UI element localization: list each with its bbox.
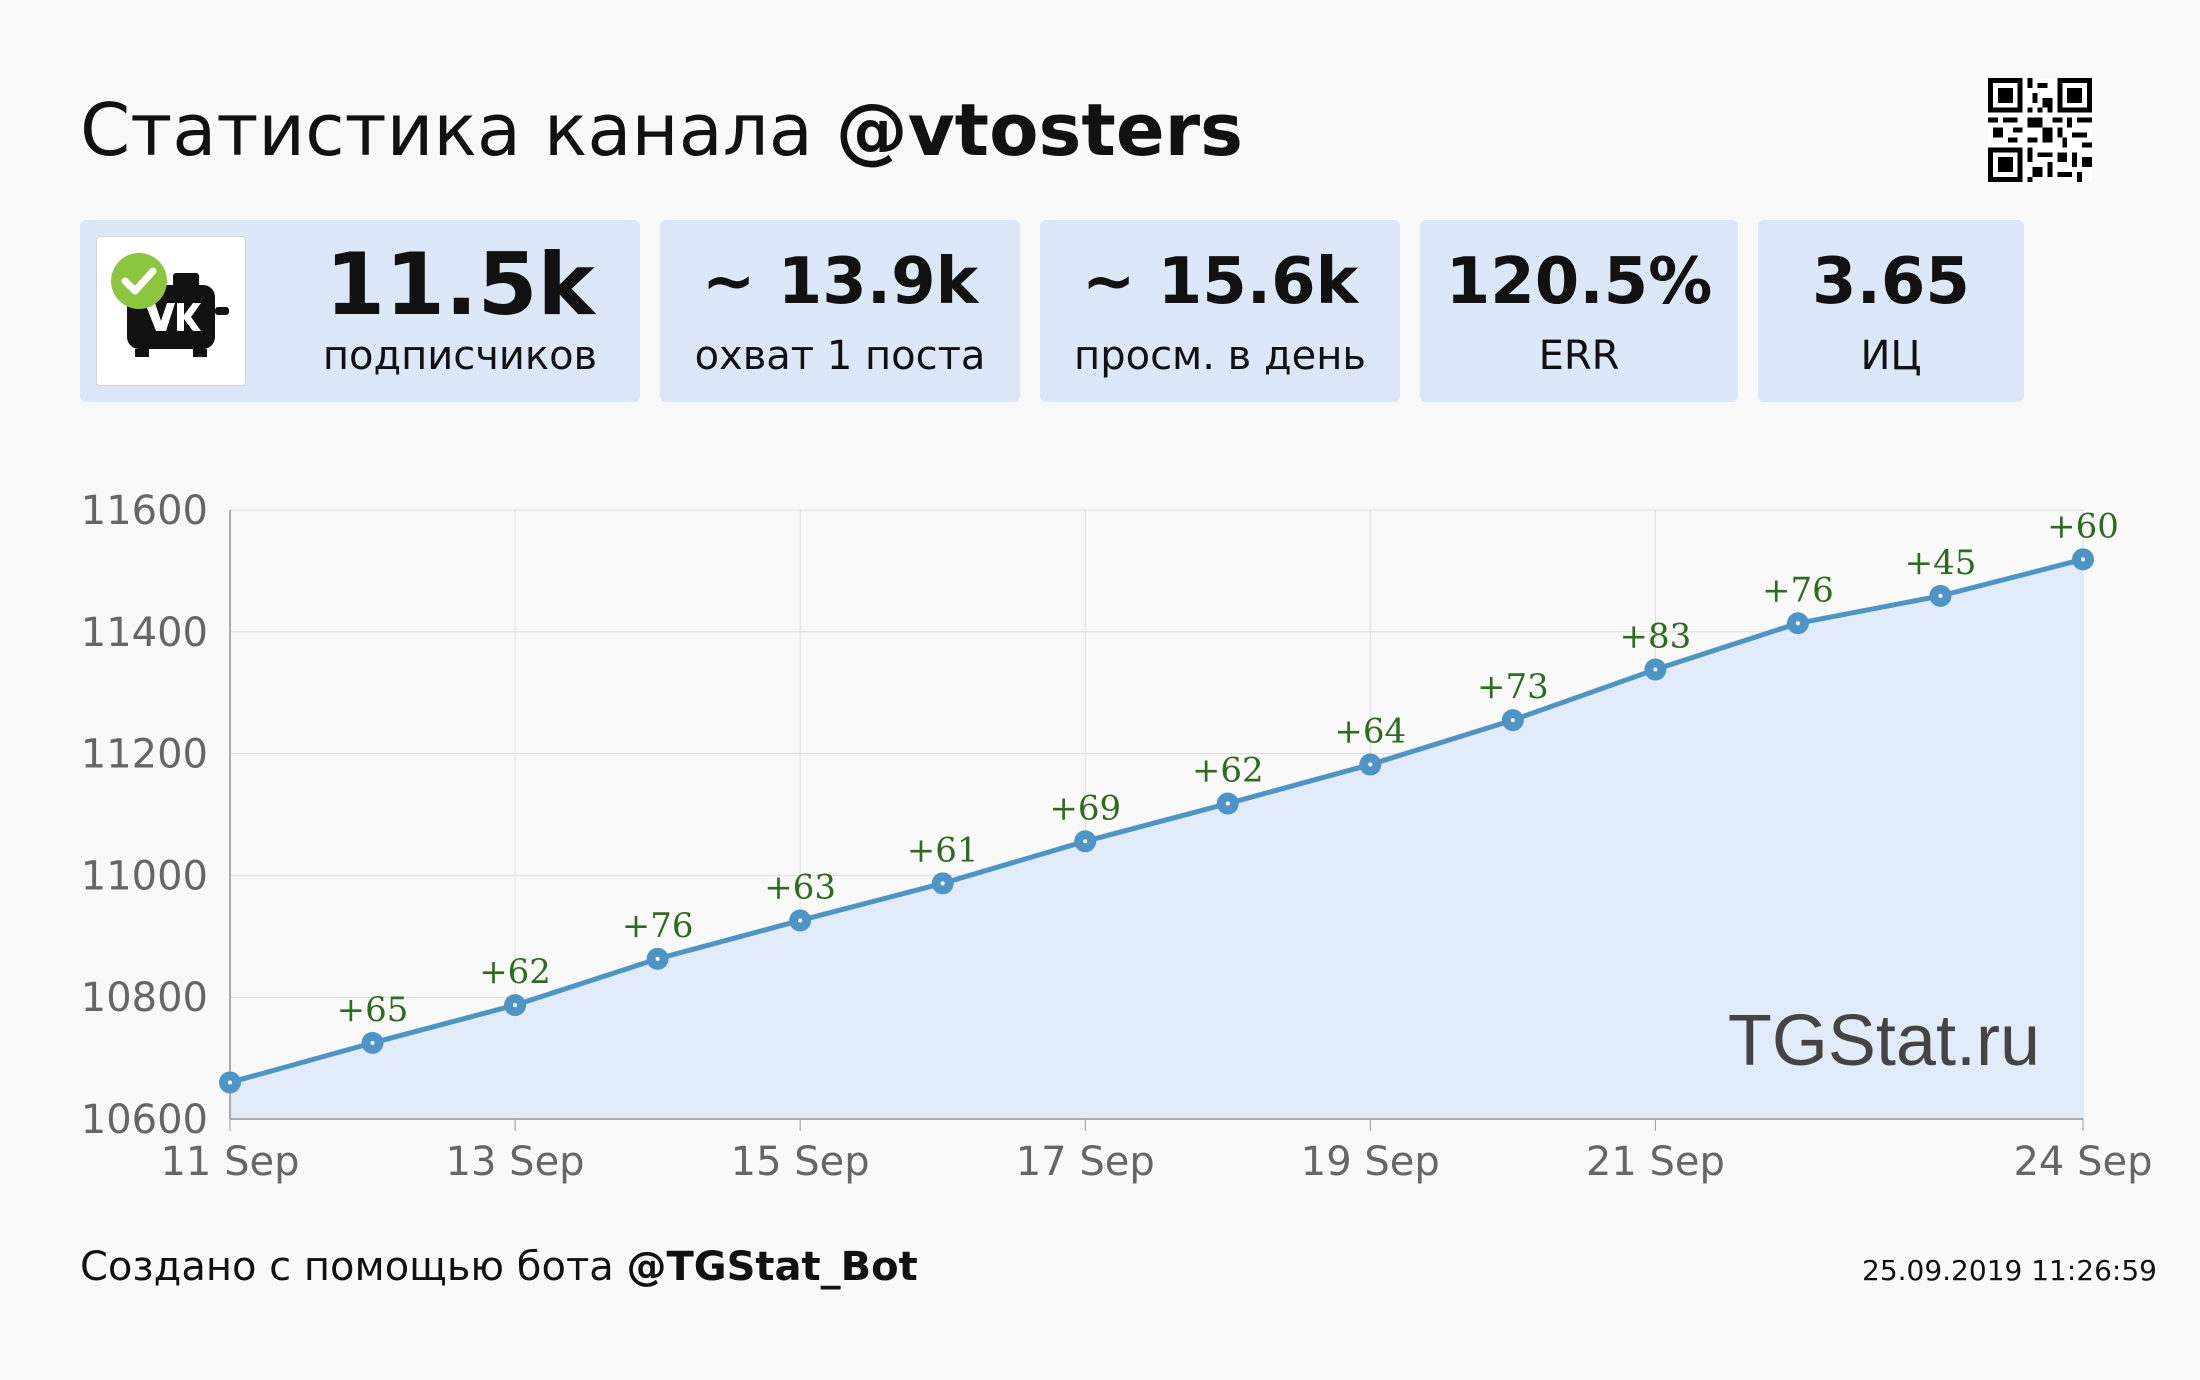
data-point-center: [1510, 718, 1515, 723]
series-area: [230, 559, 2083, 1119]
channel-name: @vtosters: [835, 88, 1244, 172]
bot-link[interactable]: @TGStat_Bot: [626, 1244, 918, 1290]
data-label: +73: [1477, 667, 1549, 707]
daily-views-label: просм. в день: [1074, 333, 1366, 379]
footer-prefix: Создано с помощью бота: [80, 1244, 614, 1290]
citation-index-value: 3.65: [1812, 245, 1970, 319]
verified-badge-icon: [111, 253, 167, 309]
data-label: +45: [1905, 543, 1977, 583]
data-label: +61: [907, 830, 979, 870]
page-title: Статистика канала @vtosters: [80, 88, 1243, 172]
y-tick-label: 11400: [81, 610, 208, 656]
reach-value: ~ 13.9k: [701, 245, 979, 319]
x-tick-label: 13 Sep: [446, 1139, 585, 1185]
qr-code-icon: [1988, 78, 2092, 182]
data-point-center: [1653, 667, 1658, 672]
data-point-center: [1083, 839, 1088, 844]
x-tick-label: 21 Sep: [1586, 1139, 1725, 1185]
data-label: +69: [1049, 788, 1121, 828]
title-prefix: Статистика канала: [80, 88, 813, 172]
subscribers-label: подписчиков: [322, 333, 598, 379]
data-label: +76: [1762, 570, 1834, 610]
data-label: +83: [1620, 617, 1692, 657]
reach-label: охват 1 поста: [694, 333, 986, 379]
citation-index-card: 3.65 ИЦ: [1758, 220, 2024, 402]
y-tick-label: 11200: [81, 732, 208, 778]
reach-card: ~ 13.9k охват 1 поста: [660, 220, 1020, 402]
x-tick-label: 17 Sep: [1016, 1139, 1155, 1185]
x-tick-label: 24 Sep: [2013, 1139, 2152, 1185]
data-point-center: [1938, 593, 1943, 598]
daily-views-value: ~ 15.6k: [1081, 245, 1359, 319]
daily-views-card: ~ 15.6k просм. в день: [1040, 220, 1400, 402]
y-tick-label: 10600: [81, 1097, 208, 1143]
data-point-center: [2081, 557, 2085, 562]
data-point-center: [1368, 762, 1373, 767]
data-point-center: [228, 1080, 232, 1085]
err-card: 120.5% ERR: [1420, 220, 1738, 402]
data-point-center: [1795, 621, 1800, 626]
data-point-center: [798, 918, 803, 923]
data-point-center: [655, 956, 660, 961]
err-label: ERR: [1538, 333, 1620, 379]
data-label: +62: [479, 952, 551, 992]
data-point-center: [370, 1040, 375, 1045]
footer-credit: Создано с помощью бота @TGStat_Bot: [80, 1244, 918, 1290]
data-label: +64: [1334, 712, 1406, 752]
x-tick-label: 11 Sep: [160, 1139, 299, 1185]
data-point-center: [513, 1003, 518, 1008]
data-label: +60: [2047, 506, 2119, 546]
data-label: +76: [622, 906, 694, 946]
generated-timestamp: 25.09.2019 11:26:59: [1862, 1254, 2157, 1287]
data-point-center: [1225, 801, 1230, 806]
data-label: +65: [337, 990, 409, 1030]
watermark: TGStat.ru: [1728, 1001, 2040, 1081]
data-point-center: [940, 881, 945, 886]
toaster-logo-icon: [111, 253, 229, 357]
x-tick-label: 19 Sep: [1301, 1139, 1440, 1185]
y-tick-label: 11000: [81, 853, 208, 899]
subscribers-value: 11.5k: [325, 235, 595, 335]
data-label: +63: [764, 867, 836, 907]
y-tick-label: 10800: [81, 975, 208, 1021]
channel-avatar: [96, 236, 246, 386]
citation-index-label: ИЦ: [1860, 333, 1922, 379]
y-tick-label: 11600: [81, 488, 208, 534]
series-line: [229, 556, 2084, 1085]
err-value: 120.5%: [1445, 245, 1713, 319]
x-tick-label: 15 Sep: [731, 1139, 870, 1185]
data-label: +62: [1192, 751, 1264, 791]
